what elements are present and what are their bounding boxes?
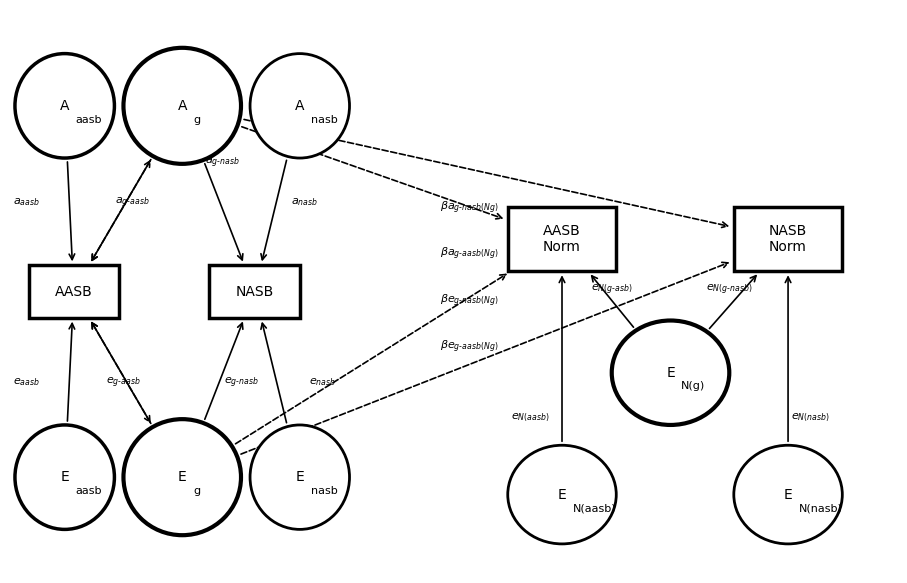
FancyBboxPatch shape — [734, 208, 843, 271]
Text: N(aasb): N(aasb) — [573, 503, 617, 513]
Text: N(g): N(g) — [681, 381, 706, 391]
Text: $e_{N(nasb)}$: $e_{N(nasb)}$ — [791, 412, 830, 424]
Text: NASB
Norm: NASB Norm — [769, 224, 807, 254]
Text: aasb: aasb — [75, 486, 102, 496]
Text: $\beta e_{g\text{-}nasb(Ng)}$: $\beta e_{g\text{-}nasb(Ng)}$ — [440, 293, 499, 309]
Text: g: g — [193, 114, 200, 125]
Text: E: E — [60, 470, 69, 484]
Text: aasb: aasb — [75, 114, 102, 125]
Text: nasb: nasb — [310, 486, 337, 496]
Ellipse shape — [123, 419, 241, 535]
Text: A: A — [60, 99, 70, 113]
Text: AASB
Norm: AASB Norm — [543, 224, 581, 254]
Text: nasb: nasb — [310, 114, 337, 125]
Ellipse shape — [123, 48, 241, 164]
Text: $e_{g\text{-}aasb}$: $e_{g\text{-}aasb}$ — [106, 375, 141, 390]
Text: E: E — [784, 487, 793, 501]
Ellipse shape — [15, 425, 114, 529]
Ellipse shape — [15, 54, 114, 158]
Text: g: g — [193, 486, 200, 496]
FancyBboxPatch shape — [28, 265, 119, 318]
Text: $a_{g\text{-}aasb}$: $a_{g\text{-}aasb}$ — [115, 196, 150, 210]
FancyBboxPatch shape — [210, 265, 300, 318]
Text: $e_{g\text{-}nasb}$: $e_{g\text{-}nasb}$ — [223, 375, 258, 390]
Text: $a_{aasb}$: $a_{aasb}$ — [14, 196, 40, 208]
Text: N(nasb): N(nasb) — [799, 503, 843, 513]
Ellipse shape — [508, 445, 616, 544]
Ellipse shape — [611, 321, 729, 425]
Text: AASB: AASB — [54, 285, 93, 298]
Ellipse shape — [250, 425, 349, 529]
Text: $\beta e_{g\text{-}aasb(Ng)}$: $\beta e_{g\text{-}aasb(Ng)}$ — [440, 339, 498, 355]
Text: $a_{g\text{-}nasb}$: $a_{g\text{-}nasb}$ — [206, 155, 240, 170]
Text: $e_{aasb}$: $e_{aasb}$ — [14, 377, 40, 388]
Text: $e_{N(g\text{-}nasb)}$: $e_{N(g\text{-}nasb)}$ — [706, 283, 753, 297]
Text: A: A — [178, 99, 187, 113]
Text: E: E — [558, 487, 566, 501]
Text: NASB: NASB — [236, 285, 274, 298]
Ellipse shape — [734, 445, 843, 544]
Text: $\beta a_{g\text{-}aasb(Ng)}$: $\beta a_{g\text{-}aasb(Ng)}$ — [440, 246, 498, 262]
Text: $e_{nasb}$: $e_{nasb}$ — [308, 377, 336, 388]
Text: E: E — [666, 366, 675, 380]
Text: $e_{N(aasb)}$: $e_{N(aasb)}$ — [511, 412, 550, 424]
Ellipse shape — [250, 54, 349, 158]
Text: $\beta a_{g\text{-}nasb(Ng)}$: $\beta a_{g\text{-}nasb(Ng)}$ — [440, 199, 499, 216]
Text: A: A — [295, 99, 305, 113]
Text: $a_{nasb}$: $a_{nasb}$ — [291, 196, 317, 208]
Text: E: E — [178, 470, 187, 484]
FancyBboxPatch shape — [508, 208, 616, 271]
Text: E: E — [296, 470, 304, 484]
Text: $e_{N(g\text{-}asb)}$: $e_{N(g\text{-}asb)}$ — [591, 283, 632, 297]
